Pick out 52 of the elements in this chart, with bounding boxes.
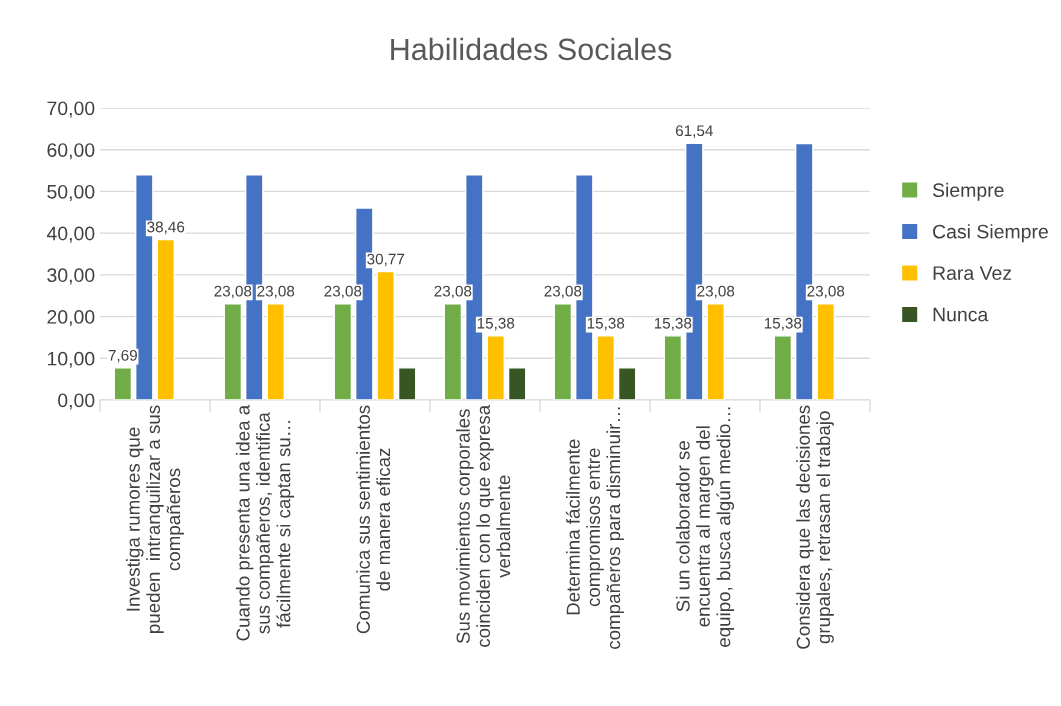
y-tick-label: 60,00: [47, 143, 95, 160]
data-label: 15,38: [654, 317, 692, 331]
bar: [397, 367, 417, 400]
data-label: 61,54: [675, 125, 713, 138]
bar: [617, 367, 637, 400]
bar: [663, 335, 683, 400]
data-label: 7,69: [108, 349, 137, 363]
bar: [156, 238, 176, 400]
data-label: 38,46: [147, 221, 185, 235]
bar: [816, 303, 836, 400]
bar: [266, 303, 286, 400]
data-label: 23,08: [544, 285, 582, 299]
bar: [596, 335, 616, 400]
y-tick-label: 40,00: [46, 226, 95, 243]
chart-title: Habilidades Sociales: [391, 37, 672, 61]
x-tick-label: Si un colaborador se encuentra al margen del equipo, busca algún medio…: [675, 407, 735, 647]
data-label: 15,38: [587, 317, 625, 331]
data-label: 23,08: [807, 285, 845, 299]
bar: [113, 367, 133, 400]
y-tick-label: 20,00: [47, 310, 95, 327]
bar: [376, 270, 396, 400]
bar: [333, 303, 353, 400]
x-tick-label: Sus movimientos corporales coinciden con lo que expresa verbalmente: [456, 404, 511, 647]
bar: [223, 303, 243, 400]
legend-label: Siempre: [932, 182, 1004, 201]
bar: [706, 303, 726, 400]
data-label: 23,08: [257, 285, 295, 299]
y-tick-label: 30,00: [47, 268, 95, 285]
data-label: 23,08: [434, 285, 472, 299]
data-label: 23,08: [214, 285, 252, 299]
x-tick-label: Cuando presenta una idea a sus compañeros, identifica fácilmente si captan su…: [235, 404, 295, 641]
bar: [443, 303, 463, 400]
x-tick-label: Determina fácilmente compromisos entre compañeros para disminuir…: [565, 407, 624, 649]
y-tick-label: 70,00: [47, 101, 95, 118]
data-label: 23,08: [324, 285, 362, 299]
legend-label: Rara Vez: [933, 266, 1012, 280]
bar: [486, 335, 506, 400]
bar: [553, 303, 573, 400]
legend-label: Nunca: [933, 307, 989, 322]
legend-label: Casi Siempre: [933, 224, 1048, 243]
data-label: 15,38: [764, 317, 802, 331]
data-label: 30,77: [367, 253, 405, 267]
y-tick-label: 50,00: [47, 184, 95, 201]
data-label: 15,38: [477, 317, 515, 331]
y-tick-label: 0,00: [58, 393, 95, 410]
x-tick-label: Considera que las decisiones grupales, retrasan el trabajo: [796, 405, 834, 649]
bar: [507, 367, 527, 400]
bar: [773, 335, 793, 400]
x-tick-label: Comunica sus sentimientos de manera eficaz: [356, 405, 391, 634]
x-tick-label: Investiga rumores que pueden intranquilizar a sus compañeros: [126, 405, 184, 633]
data-label: 23,08: [697, 285, 735, 299]
y-tick-label: 10,00: [47, 351, 95, 368]
